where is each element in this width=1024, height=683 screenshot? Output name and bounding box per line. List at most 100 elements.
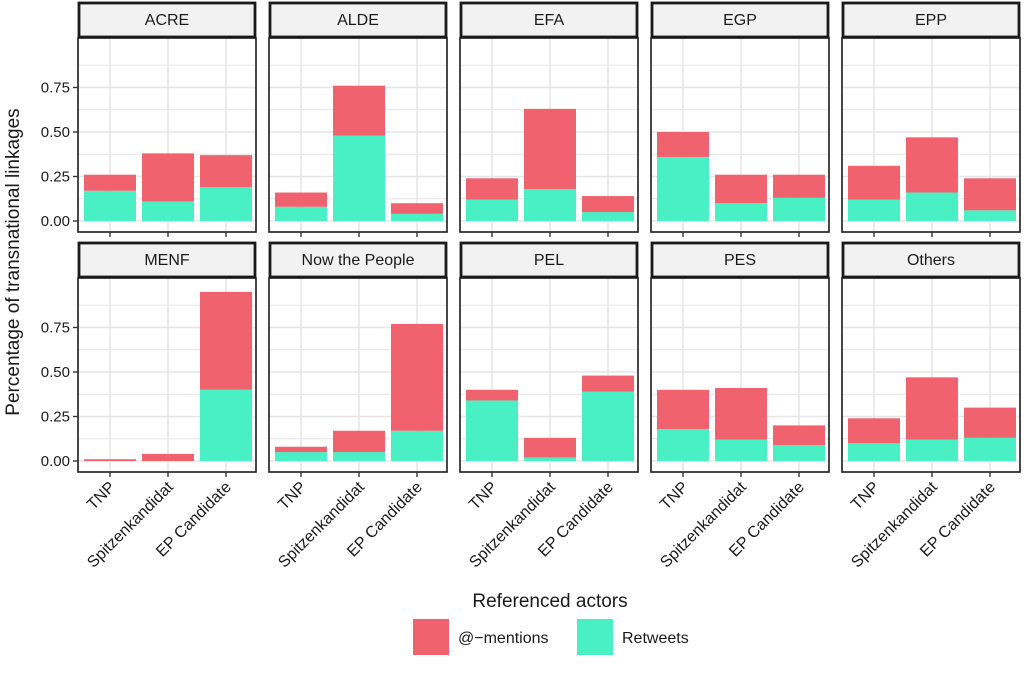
bar-mentions — [906, 137, 958, 193]
bar-retweets — [333, 452, 385, 461]
legend: @−mentions Retweets — [413, 619, 689, 655]
bar-mentions — [84, 174, 136, 191]
bar-retweets — [84, 190, 136, 221]
y-tick-label: 0.00 — [41, 213, 70, 230]
facet-strip-label: ALDE — [337, 12, 379, 29]
facet-strip-label: ACRE — [145, 12, 189, 29]
facet-strip-label: EFA — [534, 12, 565, 29]
facet-strip — [650, 241, 830, 279]
bar-retweets — [964, 437, 1016, 461]
y-axis-row-1: 0.00 0.25 0.50 0.75 — [41, 80, 78, 230]
bar-mentions — [657, 132, 709, 157]
bar-retweets — [333, 135, 385, 221]
facet-strip — [459, 1, 639, 39]
facet-strip-label: Others — [907, 252, 955, 269]
x-tick-label: TNP — [657, 479, 692, 514]
bar-mentions — [773, 174, 825, 198]
bar-mentions — [466, 389, 518, 401]
y-tick-label: 0.25 — [41, 169, 70, 186]
bar-mentions — [715, 174, 767, 204]
bar-mentions — [715, 388, 767, 440]
y-tick-label: 0.25 — [41, 409, 70, 426]
bar-retweets — [657, 156, 709, 221]
bar-mentions — [391, 323, 443, 431]
bar-retweets — [773, 197, 825, 221]
y-axes: 0.00 0.25 0.50 0.75 0.00 0.25 0.50 0.75 — [41, 80, 78, 470]
bar-retweets — [275, 206, 327, 221]
bar-retweets — [715, 203, 767, 221]
bar-retweets — [773, 444, 825, 461]
bar-retweets — [848, 199, 900, 221]
bar-mentions — [391, 203, 443, 214]
bar-mentions — [200, 155, 252, 188]
bar-mentions — [333, 85, 385, 136]
facet-strip — [77, 1, 257, 39]
facet-strip-label: EPP — [915, 12, 947, 29]
bar-retweets — [466, 400, 518, 461]
bar-mentions — [906, 377, 958, 440]
facet-strip — [268, 1, 448, 39]
bar-mentions — [142, 453, 194, 461]
y-axis-row-2: 0.00 0.25 0.50 0.75 — [41, 320, 78, 470]
bar-retweets — [391, 430, 443, 461]
bar-retweets — [524, 188, 576, 221]
bar-mentions — [200, 291, 252, 390]
bar-mentions — [582, 375, 634, 392]
facet-strip — [841, 241, 1021, 279]
legend-swatch — [577, 619, 613, 655]
bar-retweets — [200, 187, 252, 221]
bar-retweets — [964, 210, 1016, 221]
bar-mentions — [466, 178, 518, 200]
bar-mentions — [524, 437, 576, 458]
legend-label: @−mentions — [458, 630, 549, 647]
facet-strip — [77, 241, 257, 279]
bar-mentions — [964, 178, 1016, 211]
bar-mentions — [582, 196, 634, 213]
x-tick-label: TNP — [848, 479, 883, 514]
x-tick-label: TNP — [84, 479, 119, 514]
bar-retweets — [142, 201, 194, 221]
bar-mentions — [964, 407, 1016, 438]
bar-retweets — [275, 452, 327, 461]
bar-retweets — [715, 439, 767, 461]
x-axis-title: Referenced actors — [472, 591, 627, 612]
bar-retweets — [906, 439, 958, 461]
x-tick-label: TNP — [466, 479, 501, 514]
bar-mentions — [848, 418, 900, 444]
bar-mentions — [657, 389, 709, 429]
facet-strip-label: PEL — [534, 252, 564, 269]
y-tick-label: 0.50 — [41, 124, 70, 141]
bar-retweets — [657, 428, 709, 461]
bar-retweets — [200, 389, 252, 461]
bar-retweets — [524, 457, 576, 461]
bar-retweets — [582, 212, 634, 221]
facet-strip-label: EGP — [723, 12, 757, 29]
facet-strip-label: Now the People — [302, 252, 415, 269]
bar-mentions — [84, 459, 136, 461]
legend-label: Retweets — [622, 630, 689, 647]
facet-strip — [650, 1, 830, 39]
bar-retweets — [582, 391, 634, 461]
y-tick-label: 0.50 — [41, 364, 70, 381]
bar-retweets — [391, 213, 443, 221]
facet-strip-label: PES — [724, 252, 756, 269]
facet-strip — [459, 241, 639, 279]
bar-mentions — [275, 446, 327, 453]
panels-layer: ACRETNPSpitzenkandidatEP CandidateALDETN… — [77, 1, 1021, 571]
bar-mentions — [848, 165, 900, 200]
bar-mentions — [275, 192, 327, 207]
y-tick-label: 0.75 — [41, 80, 70, 97]
y-tick-label: 0.75 — [41, 320, 70, 337]
bar-retweets — [848, 443, 900, 461]
facet-strip — [841, 1, 1021, 39]
y-tick-label: 0.00 — [41, 453, 70, 470]
bar-retweets — [906, 192, 958, 221]
bar-mentions — [524, 108, 576, 189]
facet-strip — [268, 241, 448, 279]
bar-mentions — [142, 153, 194, 202]
